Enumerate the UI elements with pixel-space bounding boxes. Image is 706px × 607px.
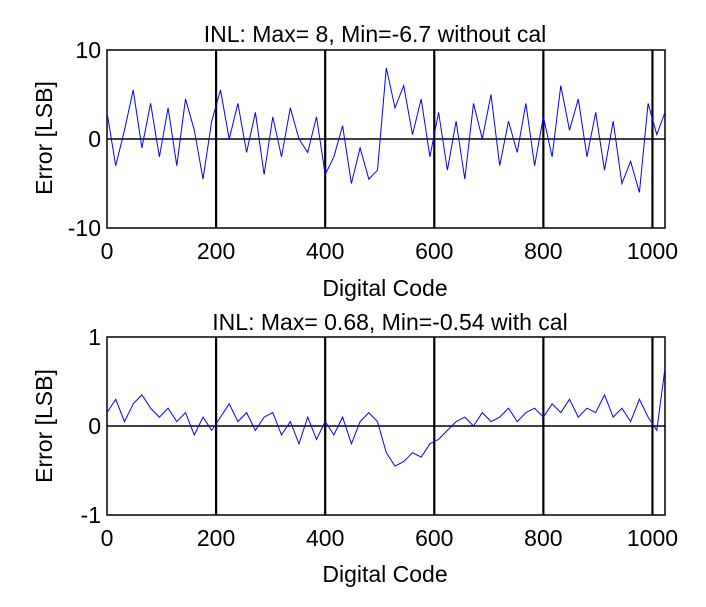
- y-tick-label: 10: [75, 37, 101, 63]
- x-tick-label: 600: [415, 238, 453, 264]
- x-tick-label: 1000: [627, 525, 678, 551]
- x-tick-label: 800: [524, 238, 562, 264]
- x-tick-label: 600: [415, 525, 453, 551]
- x-tick-label: 400: [306, 525, 344, 551]
- x-tick-label: 0: [101, 238, 114, 264]
- x-tick-label: 200: [197, 238, 235, 264]
- y-tick-label: 0: [88, 413, 101, 439]
- y-axis-label: Error [LSB]: [31, 369, 57, 483]
- x-tick-label: 200: [197, 525, 235, 551]
- chart-title: INL: Max= 8, Min=-6.7 without cal: [204, 21, 547, 47]
- y-tick-label: 0: [88, 126, 101, 152]
- inl-trace: [106, 67, 666, 193]
- y-tick-label: -1: [81, 502, 101, 528]
- x-tick-label: 400: [306, 238, 344, 264]
- y-tick-label: 1: [88, 324, 101, 350]
- x-axis-label: Digital Code: [322, 275, 447, 301]
- inl-chart-without-cal: INL: Max= 8, Min=-6.7 without cal Error …: [31, 21, 678, 301]
- inl-chart-with-cal: INL: Max= 0.68, Min=-0.54 with cal Error…: [31, 309, 678, 587]
- x-tick-label: 0: [101, 525, 114, 551]
- x-axis-label: Digital Code: [322, 561, 447, 587]
- y-axis-label: Error [LSB]: [31, 81, 57, 195]
- x-tick-label: 1000: [627, 238, 678, 264]
- y-tick-label: -10: [68, 215, 101, 241]
- x-tick-label: 800: [524, 525, 562, 551]
- chart-title: INL: Max= 0.68, Min=-0.54 with cal: [212, 309, 567, 335]
- inl-trace: [106, 368, 666, 467]
